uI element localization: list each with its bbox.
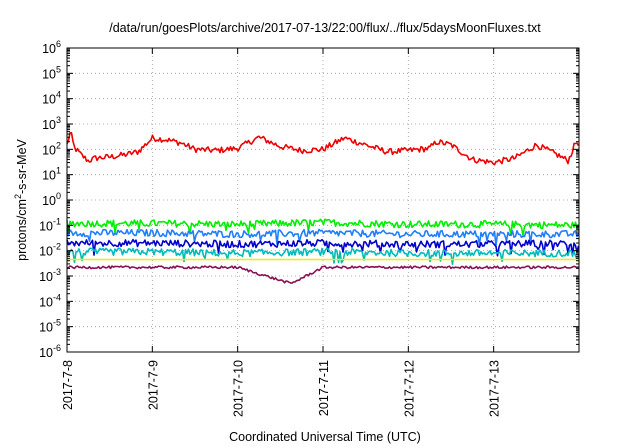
x-axis-label: Coordinated Universal Time (UTC) <box>229 430 421 444</box>
x-tick-label: 2017-7-11 <box>317 360 331 416</box>
y-tick-label: 100 <box>42 191 61 208</box>
y-axis-label: protons/cm2-s-sr-MeV <box>13 138 29 260</box>
y-tick-label: 103 <box>42 115 61 132</box>
x-tick-labels: 2017-7-8 2017-7-9 2017-7-10 2017-7-11 2017-7… <box>61 360 502 417</box>
y-tick-label: 104 <box>42 90 61 107</box>
x-tick-label: 2017-7-12 <box>402 360 416 417</box>
series-line <box>66 218 580 237</box>
y-tick-label: 10-3 <box>39 267 61 284</box>
y-tick-label: 10-1 <box>39 216 61 233</box>
y-tick-label: 101 <box>42 166 61 183</box>
y-tick-label: 10-4 <box>39 292 61 309</box>
y-tick-label: 102 <box>42 140 61 157</box>
y-tick-labels: 10-6 10-5 10-4 10-3 10-2 10-1 100 101 102 103 104 1… <box>39 39 61 360</box>
x-tick-label: 2017-7-8 <box>61 360 75 410</box>
y-tick-label: 10-6 <box>39 343 61 360</box>
series-line <box>66 228 580 247</box>
x-tick-label: 2017-7-9 <box>146 360 160 410</box>
x-tick-label: 2017-7-10 <box>232 360 246 417</box>
y-tick-label: 10-2 <box>39 242 61 259</box>
data-series <box>66 132 580 284</box>
series-line <box>66 265 579 284</box>
series-line <box>66 247 580 266</box>
x-tick-label: 2017-7-13 <box>488 360 502 417</box>
y-tick-label: 10-5 <box>39 318 61 335</box>
y-tick-label: 105 <box>42 64 61 81</box>
y-tick-label: 106 <box>42 39 61 56</box>
axis-ticks <box>66 47 579 353</box>
chart-title: /data/run/goesPlots/archive/2017-07-13/2… <box>109 21 541 35</box>
series-line <box>66 132 580 166</box>
series-line <box>66 238 580 257</box>
